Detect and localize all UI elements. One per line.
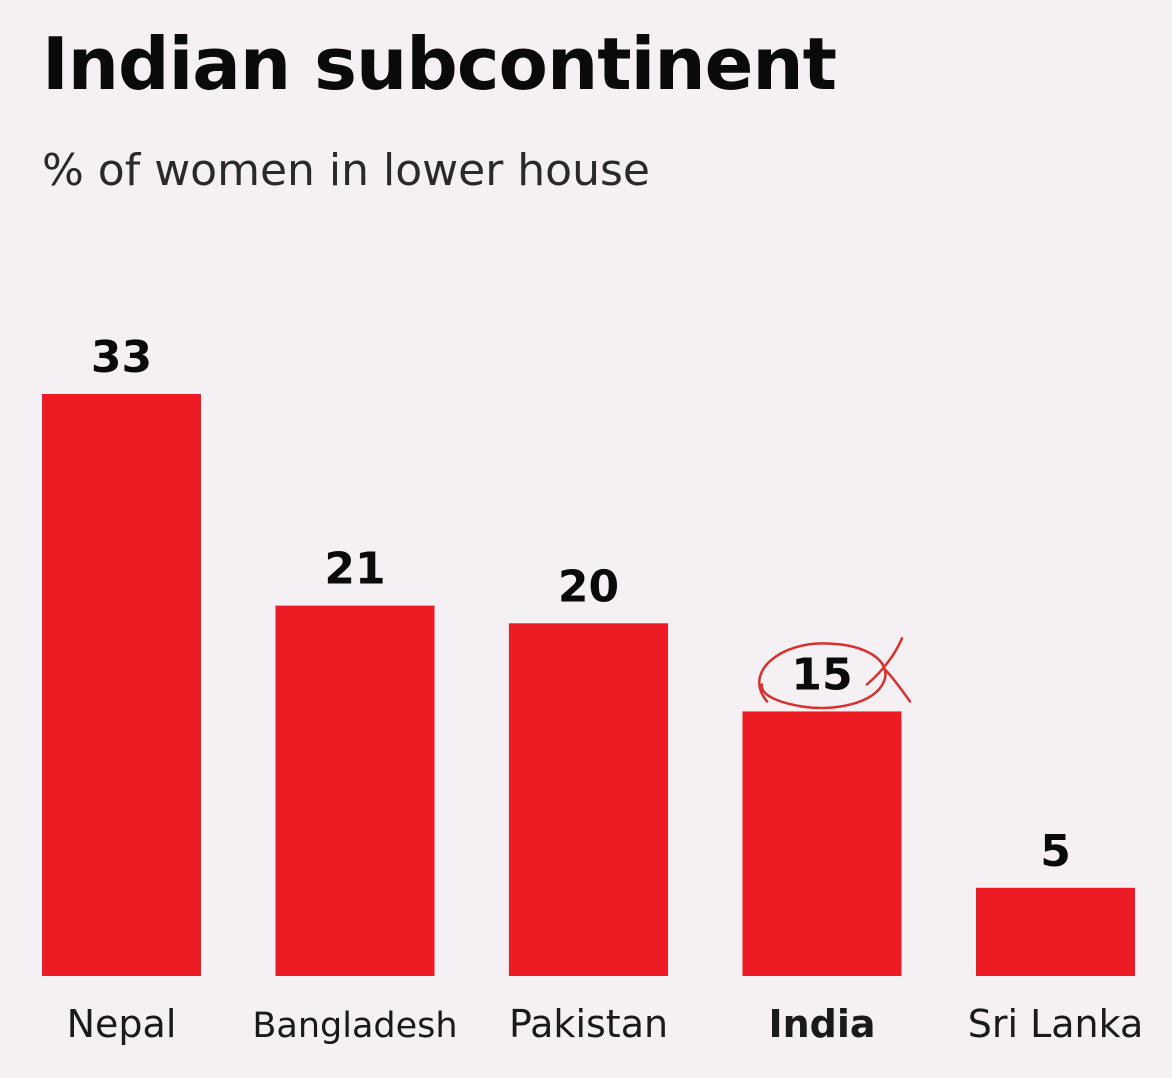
- bar-pakistan: [509, 623, 668, 976]
- chart-title: Indian subcontinent: [42, 22, 837, 106]
- value-label-bangladesh: 21: [324, 544, 385, 595]
- bar-nepal: [42, 394, 201, 976]
- value-label-nepal: 33: [91, 332, 152, 383]
- value-label-sri-lanka: 5: [1040, 826, 1071, 877]
- category-label-nepal: Nepal: [67, 1002, 177, 1046]
- category-label-india: India: [768, 1002, 875, 1046]
- bar-bangladesh: [275, 605, 435, 976]
- category-label-bangladesh: Bangladesh: [252, 1006, 457, 1046]
- bar-india: [742, 711, 902, 976]
- category-label-pakistan: Pakistan: [509, 1002, 668, 1046]
- chart-subtitle: % of women in lower house: [42, 145, 650, 196]
- annotation-circle-india: [758, 637, 912, 710]
- category-label-sri-lanka: Sri Lanka: [968, 1002, 1144, 1046]
- value-label-pakistan: 20: [558, 561, 619, 612]
- bar-sri-lanka: [976, 887, 1135, 976]
- value-label-india: 15: [791, 649, 852, 700]
